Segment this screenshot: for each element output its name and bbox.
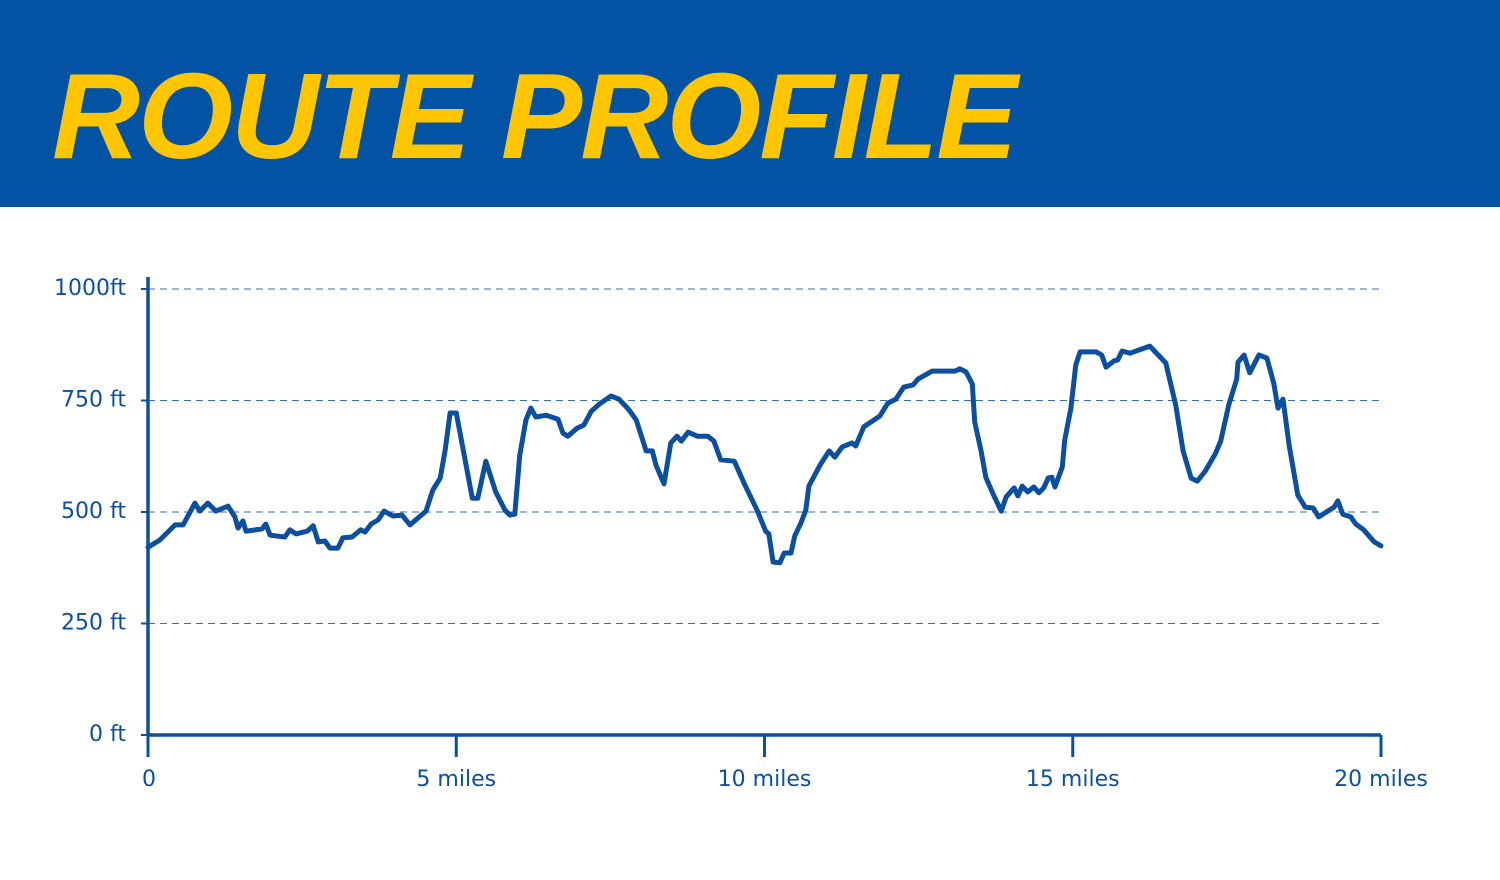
y-tick-label: 750 ft	[61, 388, 126, 413]
x-tick-label: 15 miles	[1026, 767, 1120, 792]
y-tick-label: 1000ft	[54, 276, 126, 301]
x-tick-label: 20 miles	[1334, 767, 1428, 792]
x-tick-label: 0	[142, 767, 156, 792]
y-tick-label: 250 ft	[61, 611, 126, 636]
y-tick-label: 500 ft	[61, 499, 126, 524]
header-band	[0, 0, 1500, 207]
x-tick-label: 5 miles	[416, 767, 496, 792]
chart-title: ROUTE PROFILE	[52, 48, 1021, 184]
y-tick-label: 0 ft	[89, 722, 126, 747]
x-tick-label: 10 miles	[718, 767, 812, 792]
elevation-line	[145, 343, 1384, 566]
